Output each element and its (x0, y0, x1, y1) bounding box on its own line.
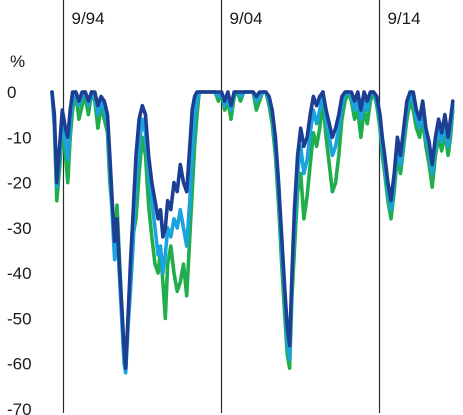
period-marker-label: 9/94 (72, 9, 105, 28)
y-tick-label: -40 (7, 264, 32, 283)
y-tick-label: -20 (7, 174, 32, 193)
y-tick-label: -70 (7, 400, 32, 415)
series-lines (50, 90, 455, 375)
y-tick-label: -10 (7, 128, 32, 147)
period-marker-label: 9/14 (388, 9, 421, 28)
y-axis-unit-label: % (10, 52, 25, 71)
y-tick-label: -30 (7, 219, 32, 238)
y-tick-label: -50 (7, 309, 32, 328)
series-line-2 (50, 90, 455, 375)
period-marker-label: 9/04 (230, 9, 263, 28)
period-markers: 9/94 9/04 9/14 (62, 0, 421, 413)
y-axis-ticks: 0 -10 -20 -30 -40 -50 -60 -70 (7, 83, 32, 415)
y-tick-label: 0 (7, 83, 16, 102)
series-line-3 (50, 90, 455, 371)
y-tick-label: -60 (7, 355, 32, 374)
